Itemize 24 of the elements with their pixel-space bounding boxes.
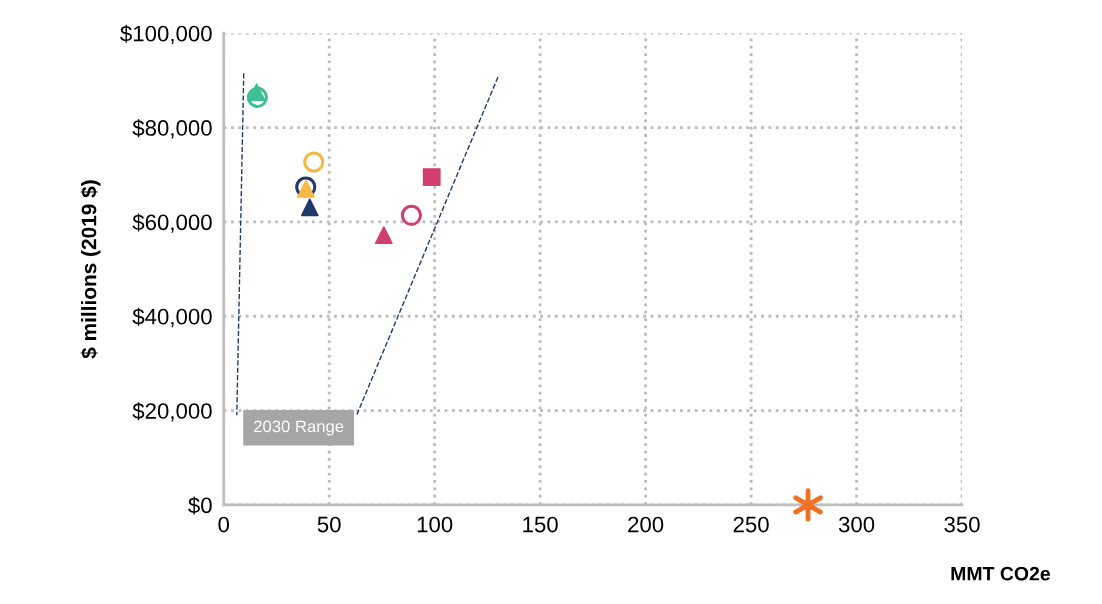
x-tick-label: 0 xyxy=(218,516,230,533)
y-tick-label: $40,000 xyxy=(132,307,212,328)
point xyxy=(303,151,325,173)
y-axis-title: $ millions (2019 $) xyxy=(80,180,101,359)
x-tick-label: 200 xyxy=(628,516,664,533)
point xyxy=(793,488,823,522)
y-tick-label: $60,000 xyxy=(132,213,212,233)
x-tick-label: 350 xyxy=(944,516,980,533)
x-tick-label: 50 xyxy=(317,516,341,533)
point xyxy=(247,83,266,102)
y-tick-label: $80,000 xyxy=(132,119,212,139)
x-tick-label: 300 xyxy=(838,516,875,533)
x-axis-title: MMT CO2e xyxy=(951,566,1050,581)
point xyxy=(300,198,319,217)
x-tick-label: 150 xyxy=(523,516,558,533)
x-tick-label: 250 xyxy=(733,516,769,533)
y-tick-label: $100,000 xyxy=(120,24,212,45)
y-tick-label: $0 xyxy=(188,496,212,515)
annotation: 2030 Range xyxy=(254,420,344,436)
y-tick-label: $20,000 xyxy=(132,402,212,422)
point xyxy=(422,168,441,187)
point xyxy=(400,204,423,226)
point xyxy=(374,226,393,245)
x-tick-label: 100 xyxy=(417,516,453,533)
